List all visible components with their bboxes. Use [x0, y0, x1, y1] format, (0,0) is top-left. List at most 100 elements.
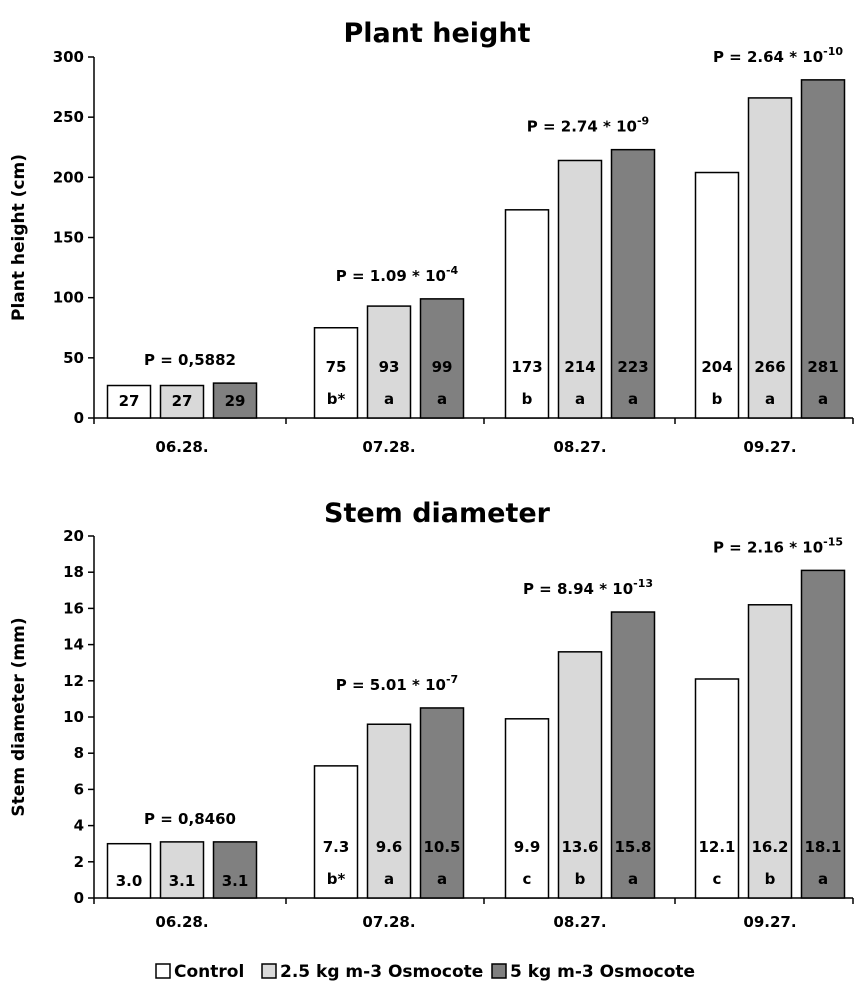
bar	[694, 171, 740, 419]
bar-value-label: 18.1	[804, 838, 841, 856]
legend-swatch	[491, 963, 507, 979]
bar	[419, 298, 465, 419]
bar	[747, 97, 793, 419]
bar	[557, 651, 603, 899]
chart-1: Stem diameter 0 2 4 6 8 10 12 14 16 18 20 Stem diame…	[9, 498, 854, 931]
p-value-label: P = 2.74 * 10-9	[527, 115, 649, 136]
bar-value-label: 16.2	[751, 838, 788, 856]
legend-label: Control	[174, 962, 244, 982]
p-value-label: P = 1.09 * 10-4	[336, 264, 459, 285]
bar-value-label: 3.1	[222, 872, 249, 890]
bar-value-label: 27	[119, 392, 140, 410]
y-tick-label: 4	[74, 817, 84, 835]
bar-value-label: 266	[754, 358, 785, 376]
y-tick-label: 150	[53, 229, 84, 247]
chart-title: Plant height	[343, 18, 530, 49]
x-tick-label: 06.28.	[155, 913, 208, 931]
bar-letter-label: a	[628, 390, 638, 408]
bar-letter-label: a	[384, 870, 394, 888]
bar	[212, 841, 258, 899]
bar	[106, 384, 152, 419]
y-tick-label: 0	[74, 889, 84, 907]
bar-letter-label: a	[575, 390, 585, 408]
p-value-label: P = 2.16 * 10-15	[713, 535, 843, 556]
bar	[366, 723, 412, 899]
bar-value-label: 9.6	[376, 838, 403, 856]
y-tick-label: 2	[74, 853, 84, 871]
bar-value-label: 27	[172, 392, 193, 410]
y-tick-label: 50	[63, 349, 84, 367]
x-tick-label: 09.27.	[743, 913, 796, 931]
legend-swatch	[155, 963, 171, 979]
bar-letter-label: a	[384, 390, 394, 408]
bar-value-label: 99	[432, 358, 453, 376]
y-tick-label: 16	[63, 599, 84, 617]
x-tick-label: 09.27.	[743, 438, 796, 456]
bar	[313, 327, 359, 419]
bar	[504, 209, 550, 419]
bar	[504, 718, 550, 899]
bar	[106, 842, 152, 899]
y-tick-label: 18	[63, 563, 84, 581]
p-value-label: P = 5.01 * 10-7	[336, 673, 458, 694]
bar-letter-label: a	[628, 870, 638, 888]
y-tick-label: 200	[53, 168, 84, 186]
y-tick-label: 100	[53, 289, 84, 307]
bar	[610, 611, 656, 899]
bar-letter-label: a	[437, 870, 447, 888]
y-tick-label: 20	[63, 527, 84, 545]
p-value-label: P = 0,5882	[144, 351, 236, 369]
bar	[159, 841, 205, 899]
bar-letter-label: b	[522, 390, 533, 408]
bar-value-label: 214	[564, 358, 595, 376]
bar-value-label: 204	[701, 358, 732, 376]
x-tick-label: 07.28.	[362, 438, 415, 456]
bar-letter-label: b*	[327, 870, 346, 888]
bar-value-label: 9.9	[514, 838, 541, 856]
bar-letter-label: a	[818, 870, 828, 888]
bar	[212, 382, 258, 419]
legend-label: 5 kg m-3 Osmocote	[510, 962, 695, 982]
bar-letter-label: c	[713, 870, 722, 888]
bar-letter-label: b	[712, 390, 723, 408]
bar	[159, 384, 205, 419]
legend: Control 2.5 kg m-3 Osmocote 5 kg m-3 Osmoc…	[155, 962, 695, 982]
bar	[313, 765, 359, 899]
bar-value-label: 3.1	[169, 872, 196, 890]
bar-value-label: 93	[379, 358, 400, 376]
y-tick-label: 250	[53, 108, 84, 126]
bar-letter-label: a	[818, 390, 828, 408]
bar	[610, 148, 656, 419]
bar-value-label: 15.8	[614, 838, 651, 856]
bar-value-label: 281	[807, 358, 838, 376]
x-tick-label: 07.28.	[362, 913, 415, 931]
p-value-label: P = 8.94 * 10-13	[523, 577, 653, 598]
bar-letter-label: b	[765, 870, 776, 888]
p-value-label: P = 2.64 * 10-10	[713, 45, 843, 66]
bar	[800, 79, 846, 419]
bar-value-label: 3.0	[116, 872, 143, 890]
y-axis-label: Plant height (cm)	[9, 154, 29, 321]
bar-letter-label: b	[575, 870, 586, 888]
bar-value-label: 173	[511, 358, 542, 376]
bar-value-label: 223	[617, 358, 648, 376]
legend-label: 2.5 kg m-3 Osmocote	[280, 962, 483, 982]
bar-value-label: 10.5	[423, 838, 460, 856]
bar	[694, 678, 740, 899]
y-tick-label: 12	[63, 672, 84, 690]
y-axis-label: Stem diameter (mm)	[9, 617, 29, 816]
bar-letter-label: b*	[327, 390, 346, 408]
legend-swatch	[261, 963, 277, 979]
y-tick-label: 300	[53, 48, 84, 66]
chart-0: Plant height 0 50 100 150 200 250 300 Plant heig…	[9, 18, 854, 456]
bar-value-label: 75	[326, 358, 347, 376]
y-tick-label: 8	[74, 744, 84, 762]
bar-value-label: 13.6	[561, 838, 598, 856]
bar	[747, 604, 793, 899]
y-tick-label: 0	[74, 409, 84, 427]
bar	[419, 707, 465, 899]
x-tick-label: 06.28.	[155, 438, 208, 456]
x-tick-label: 08.27.	[553, 913, 606, 931]
